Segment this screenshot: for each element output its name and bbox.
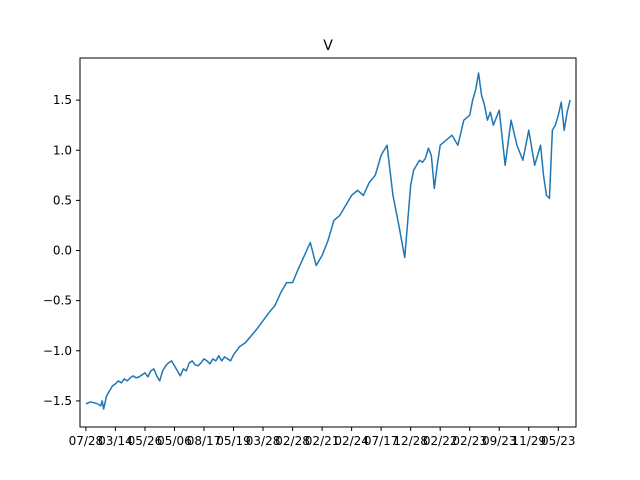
y-tick-label: −1.5 (43, 394, 72, 408)
y-tick-label: −0.5 (43, 294, 72, 308)
x-tick-label: 12/28 (393, 434, 428, 448)
x-tick-label: 05/23 (541, 434, 576, 448)
x-tick-label: 05/06 (157, 434, 192, 448)
series-line-0 (85, 72, 571, 410)
x-tick-label: 02/22 (423, 434, 458, 448)
x-tick-label: 09/23 (482, 434, 517, 448)
x-tick-label: 02/21 (305, 434, 340, 448)
x-tick-label: 02/28 (275, 434, 310, 448)
y-tick-label: 1.5 (53, 93, 72, 107)
x-tick-label: 05/19 (216, 434, 251, 448)
x-tick-label: 07/17 (364, 434, 399, 448)
x-tick-label: 03/14 (98, 434, 133, 448)
plot-area (85, 72, 571, 410)
x-tick-label: 02/23 (452, 434, 487, 448)
y-axis: −1.5 −1.0 −0.5 0.0 0.5 1.0 1.5 (43, 93, 80, 408)
plot-frame (79, 57, 577, 428)
x-tick-label: 03/28 (246, 434, 281, 448)
x-tick-label: 05/26 (128, 434, 163, 448)
x-axis: 07/2803/1405/2605/0608/1705/1903/2802/28… (69, 427, 576, 448)
x-tick-label: 02/24 (334, 434, 369, 448)
y-tick-label: 1.0 (53, 143, 72, 157)
chart-title: V (323, 38, 333, 54)
y-tick-label: 0.5 (53, 193, 72, 207)
x-tick-label: 07/28 (69, 434, 104, 448)
y-tick-label: −1.0 (43, 344, 72, 358)
y-tick-label: 0.0 (53, 244, 72, 258)
x-tick-label: 08/17 (187, 434, 222, 448)
x-tick-label: 11/29 (511, 434, 546, 448)
